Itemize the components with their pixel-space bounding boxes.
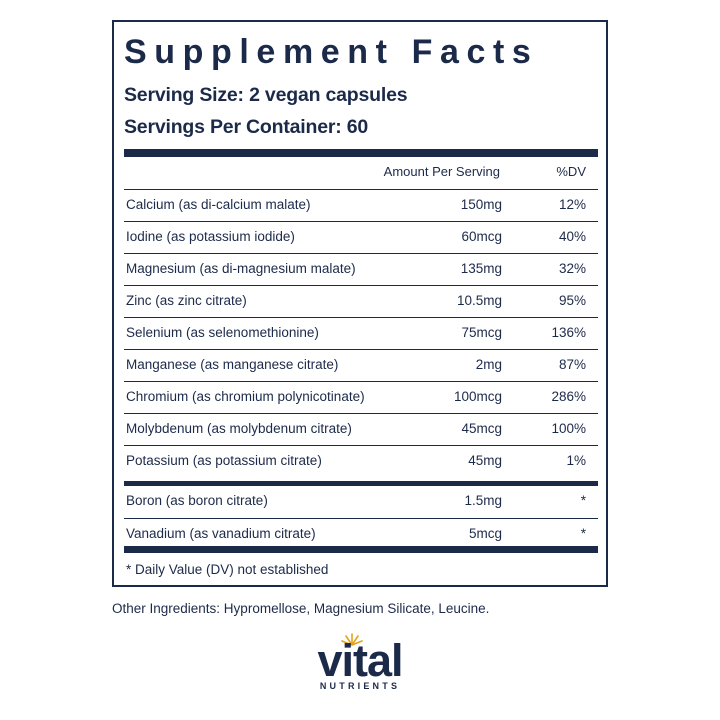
nutrient-amount: 60mcg <box>461 229 502 244</box>
amount-per-serving-header: Amount Per Serving <box>383 164 500 179</box>
nutrient-dv: 12% <box>558 197 586 212</box>
nutrient-row: Vanadium (as vanadium citrate) 5mcg * <box>124 518 598 550</box>
nutrient-row: Selenium (as selenomethionine) 75mcg 136… <box>124 317 598 349</box>
nutrient-name: Potassium (as potassium citrate) <box>126 453 322 468</box>
nutrient-dv: 1% <box>566 453 586 468</box>
nutrient-amount: 100mcg <box>453 389 502 404</box>
nutrient-dv: 40% <box>558 229 586 244</box>
nutrient-amount: 135mg <box>460 261 502 276</box>
servings-per-container: Servings Per Container: 60 <box>124 116 369 138</box>
nutrient-amount: 1.5mg <box>464 493 502 508</box>
nutrient-row: Manganese (as manganese citrate) 2mg 87% <box>124 349 598 381</box>
nutrient-amount: 2mg <box>475 357 502 372</box>
nutrient-dv: 286% <box>551 389 586 404</box>
logo-wordmark: vital <box>317 635 403 686</box>
logo-subtitle: NUTRIENTS <box>319 681 401 691</box>
daily-value-footnote: * Daily Value (DV) not established <box>126 562 329 577</box>
dv-header: %DV <box>556 164 586 179</box>
serving-size: Serving Size: 2 vegan capsules <box>124 84 408 106</box>
panel-title: Supplement Facts <box>124 33 539 71</box>
nutrient-dv: 32% <box>558 261 586 276</box>
nutrient-row: Boron (as boron citrate) 1.5mg * <box>124 486 598 518</box>
nutrient-name: Molybdenum (as molybdenum citrate) <box>126 421 352 436</box>
nutrient-name: Zinc (as zinc citrate) <box>126 293 247 308</box>
nutrient-name: Chromium (as chromium polynicotinate) <box>126 389 365 404</box>
nutrient-row: Magnesium (as di-magnesium malate) 135mg… <box>124 253 598 285</box>
brand-logo: vital NUTRIENTS <box>300 633 420 696</box>
sunburst-icon <box>341 633 363 646</box>
nutrient-name: Boron (as boron citrate) <box>126 493 268 508</box>
nutrient-row: Zinc (as zinc citrate) 10.5mg 95% <box>124 285 598 317</box>
nutrient-row: Calcium (as di-calcium malate) 150mg 12% <box>124 189 598 221</box>
nutrient-name: Vanadium (as vanadium citrate) <box>126 526 316 541</box>
nutrient-dv: 100% <box>551 421 586 436</box>
nutrient-name: Magnesium (as di-magnesium malate) <box>126 261 356 276</box>
nutrient-amount: 150mg <box>460 197 502 212</box>
nutrient-dv: * <box>580 526 586 541</box>
nutrient-amount: 5mcg <box>468 526 502 541</box>
other-ingredients: Other Ingredients: Hypromellose, Magnesi… <box>112 601 490 616</box>
nutrient-row: Potassium (as potassium citrate) 45mg 1% <box>124 445 598 477</box>
nutrient-dv: 87% <box>558 357 586 372</box>
nutrient-dv: * <box>580 493 586 508</box>
nutrient-row: Molybdenum (as molybdenum citrate) 45mcg… <box>124 413 598 445</box>
nutrient-row: Chromium (as chromium polynicotinate) 10… <box>124 381 598 413</box>
nutrient-name: Manganese (as manganese citrate) <box>126 357 339 372</box>
divider-bar-top <box>124 149 598 157</box>
nutrient-name: Selenium (as selenomethionine) <box>126 325 319 340</box>
nutrient-dv: 136% <box>551 325 586 340</box>
nutrient-name: Iodine (as potassium iodide) <box>126 229 295 244</box>
divider-bar-bottom <box>124 546 598 553</box>
nutrient-amount: 45mcg <box>461 421 502 436</box>
nutrient-dv: 95% <box>558 293 586 308</box>
nutrient-row: Iodine (as potassium iodide) 60mcg 40% <box>124 221 598 253</box>
divider-bar-middle <box>124 481 598 486</box>
nutrient-amount: 75mcg <box>461 325 502 340</box>
nutrient-amount: 45mg <box>468 453 502 468</box>
nutrient-amount: 10.5mg <box>456 293 502 308</box>
supplement-facts-panel: Supplement Facts Serving Size: 2 vegan c… <box>112 20 608 587</box>
nutrient-name: Calcium (as di-calcium malate) <box>126 197 311 212</box>
